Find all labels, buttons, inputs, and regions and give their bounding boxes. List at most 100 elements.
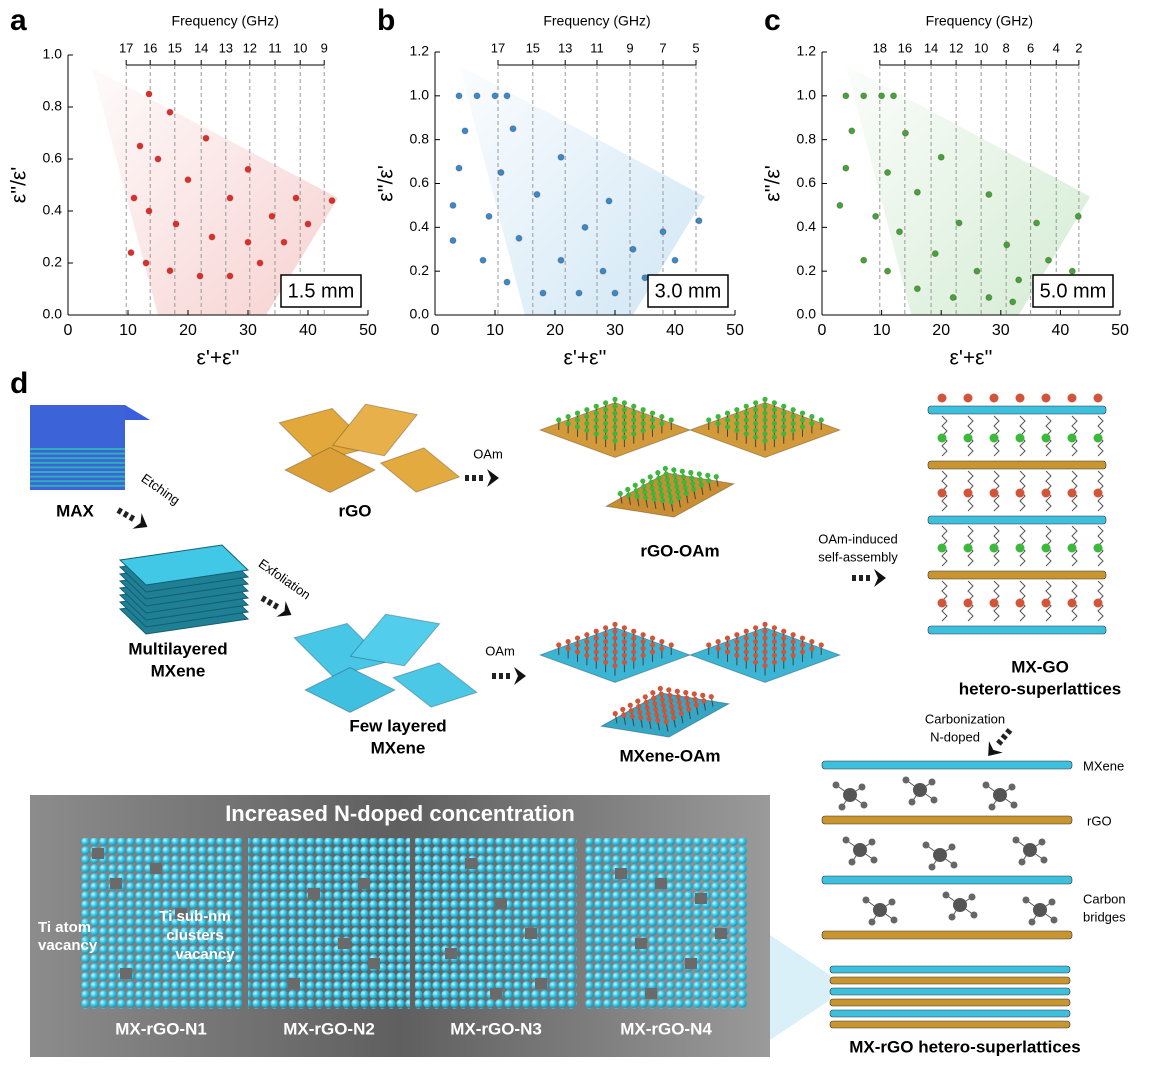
head [612, 396, 618, 402]
head [593, 649, 599, 655]
head [651, 695, 657, 701]
y-tick-label: 0.2 [43, 254, 63, 270]
point [599, 267, 607, 275]
sheet [538, 621, 692, 684]
head [790, 407, 796, 413]
label: MXene [151, 661, 206, 680]
point [449, 201, 457, 209]
y-tick-label: 0.4 [797, 218, 817, 234]
head [603, 659, 609, 665]
sheet [331, 403, 419, 457]
bridge-node [1022, 896, 1030, 904]
head [676, 494, 682, 501]
sheet [688, 396, 842, 459]
x-tick-label: 0 [64, 322, 73, 339]
point [884, 267, 892, 275]
vacancy [495, 898, 507, 909]
point [485, 212, 493, 220]
head [762, 396, 768, 402]
layer [829, 976, 1071, 985]
head [612, 417, 618, 423]
head [799, 417, 806, 423]
vacancy [110, 878, 122, 889]
head [683, 490, 689, 497]
bridge-node [948, 913, 956, 921]
point [491, 92, 499, 100]
y-axis-label: ε''/ε' [762, 165, 785, 202]
head [762, 663, 768, 669]
atom-grid [248, 838, 410, 1009]
head [693, 702, 699, 708]
y-tick-label: 0.6 [410, 174, 430, 190]
point [937, 153, 945, 161]
head [603, 645, 609, 652]
layer [927, 570, 1107, 580]
bridge-node [868, 918, 876, 926]
head [706, 642, 712, 648]
bridge-node [950, 861, 958, 869]
bridge-node [858, 783, 866, 791]
head [1093, 598, 1103, 608]
arrow-dash [859, 575, 863, 581]
head [674, 688, 680, 694]
x-tick-label: 10 [486, 322, 504, 339]
head [612, 656, 618, 662]
point [1068, 267, 1076, 275]
sheet [349, 613, 441, 667]
head [790, 427, 796, 433]
head [593, 656, 599, 662]
point [509, 125, 517, 133]
head [963, 598, 973, 608]
bridge-node [890, 916, 898, 924]
x-tick-label: 30 [992, 322, 1010, 339]
panel-label: d [10, 367, 28, 400]
annotation: 5.0 mm [1040, 280, 1107, 302]
layer [829, 987, 1071, 996]
head [771, 645, 777, 652]
arrow [465, 469, 499, 487]
head [753, 638, 759, 645]
head [691, 691, 697, 697]
shade [845, 65, 1091, 316]
head [1067, 488, 1077, 498]
head [593, 417, 599, 423]
layer [821, 815, 1073, 825]
diagram: d MAX Etching Multilayered MXene Exfolia… [10, 367, 1126, 1057]
head [781, 424, 787, 430]
head [644, 705, 650, 711]
head [621, 407, 627, 413]
head [937, 488, 947, 498]
sheet-face [331, 403, 419, 457]
head [584, 645, 590, 652]
head [574, 635, 581, 641]
point [130, 194, 138, 202]
head [655, 717, 661, 724]
y-tick-label: 1.2 [410, 43, 430, 59]
head [640, 420, 646, 427]
head [937, 433, 947, 443]
head [659, 638, 665, 645]
head [771, 427, 777, 433]
stripe [30, 452, 125, 455]
point [172, 220, 180, 228]
stripe [30, 475, 125, 478]
head [753, 427, 759, 433]
x2-tick-label: 15 [168, 40, 182, 55]
head [593, 410, 599, 416]
label: MX-GO [1011, 657, 1069, 676]
point [842, 164, 850, 172]
y-tick-label: 1.0 [797, 87, 817, 103]
vacancy [445, 948, 457, 959]
stripe [30, 461, 125, 464]
head [672, 472, 678, 479]
label: rGO-OAm [640, 541, 719, 560]
vacancy [645, 988, 657, 999]
head [762, 417, 768, 423]
vacancy [288, 978, 300, 989]
head [584, 420, 590, 427]
point [455, 92, 463, 100]
x2-tick-label: 10 [293, 40, 307, 55]
point [226, 272, 234, 280]
label: vacancy [38, 937, 98, 954]
head [734, 632, 740, 638]
